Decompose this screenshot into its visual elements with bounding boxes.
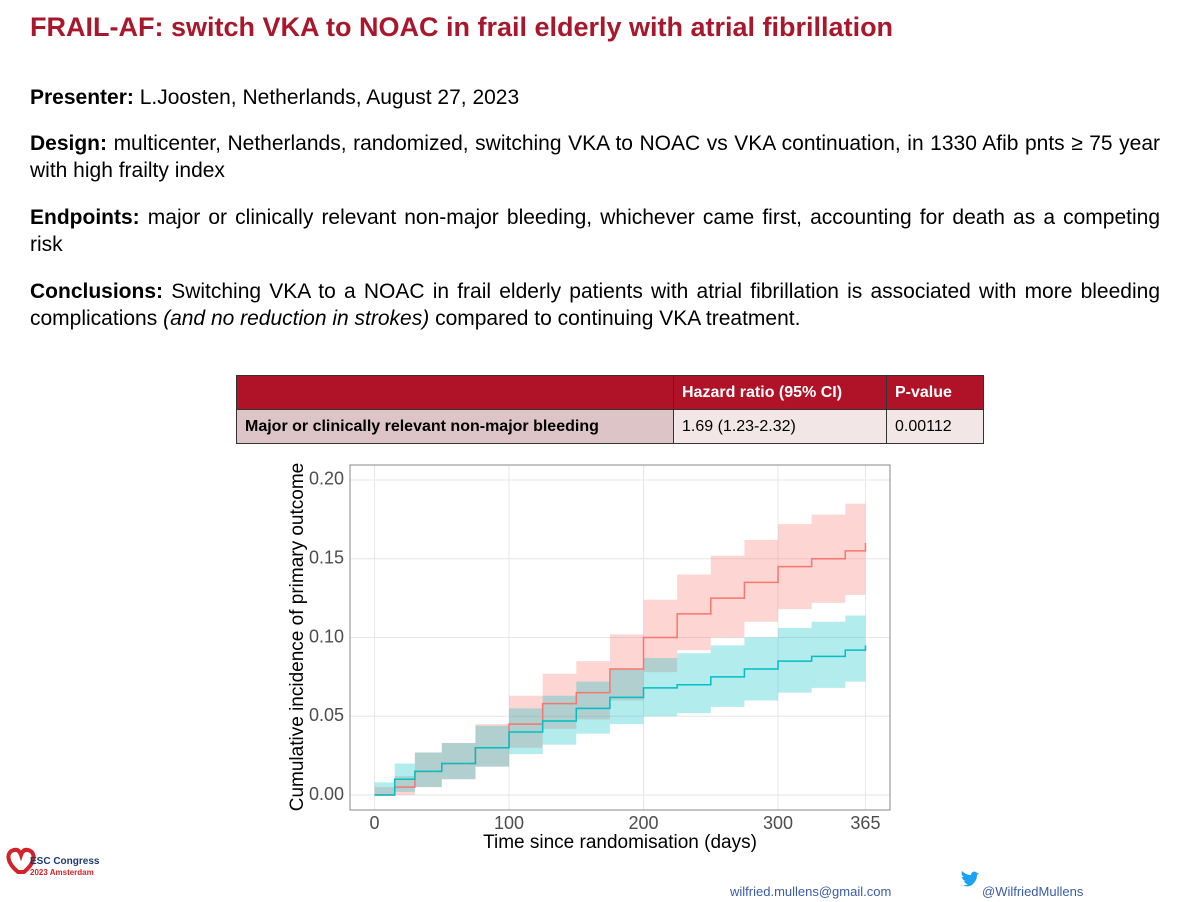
y-tick-label: 0.10 bbox=[309, 626, 344, 646]
esc-logo: ESC Congress 2023 Amsterdam bbox=[6, 847, 100, 877]
plot-panel bbox=[349, 464, 891, 811]
cell: Major or clinically relevant non-major b… bbox=[236, 409, 674, 444]
cell: 0.00112 bbox=[886, 409, 984, 444]
table-header: Hazard ratio (95% CI) P-value bbox=[236, 375, 984, 410]
twitter-handle: @WilfriedMullens bbox=[982, 884, 1084, 899]
text: compared to continuing VKA treatment. bbox=[435, 307, 801, 330]
x-axis-label: Time since randomisation (days) bbox=[483, 832, 757, 853]
step-line bbox=[374, 645, 867, 796]
text: multicenter, Netherlands, randomized, sw… bbox=[30, 132, 1160, 182]
conclusions: Conclusions: Switching VKA to a NOAC in … bbox=[30, 278, 1160, 332]
x-tick-label: 200 bbox=[629, 813, 659, 833]
header-cell: Hazard ratio (95% CI) bbox=[673, 375, 887, 410]
label: Presenter: bbox=[30, 86, 134, 109]
y-tick-label: 0.05 bbox=[309, 705, 344, 725]
italic-text: (and no reduction in strokes) bbox=[163, 307, 430, 330]
text: Switching VKA to a NOAC in frail elderly… bbox=[30, 280, 1160, 330]
results-table: Hazard ratio (95% CI) P-value Major or cl… bbox=[236, 375, 984, 444]
y-tick-label: 0.20 bbox=[309, 469, 344, 489]
x-tick-label: 300 bbox=[763, 813, 793, 833]
logo-text: 2023 Amsterdam bbox=[30, 868, 94, 877]
email: wilfried.mullens@gmail.com bbox=[730, 884, 892, 899]
x-tick-label: 100 bbox=[494, 813, 524, 833]
table-row: Major or clinically relevant non-major b… bbox=[236, 409, 984, 444]
twitter-icon bbox=[960, 871, 979, 887]
header-cell bbox=[236, 375, 674, 410]
x-tick-label: 0 bbox=[370, 813, 380, 833]
text: L.Joosten, Netherlands, August 27, 2023 bbox=[139, 86, 520, 109]
y-tick-label: 0.00 bbox=[309, 784, 344, 804]
y-axis-label: Cumulative incidence of primary outcome bbox=[287, 463, 308, 812]
design: Design: multicenter, Netherlands, random… bbox=[30, 130, 1160, 184]
slide-title: FRAIL-AF: switch VKA to NOAC in frail el… bbox=[30, 12, 894, 42]
label: Endpoints: bbox=[30, 206, 140, 229]
endpoints: Endpoints: major or clinically relevant … bbox=[30, 204, 1160, 258]
label: Design: bbox=[30, 132, 108, 155]
label: Conclusions: bbox=[30, 280, 164, 303]
y-tick-label: 0.15 bbox=[309, 547, 344, 567]
ci-band bbox=[374, 495, 866, 796]
x-tick-label: 365 bbox=[850, 813, 880, 833]
logo-heart bbox=[6, 847, 36, 874]
logo-text: ESC Congress bbox=[30, 856, 100, 867]
text: major or clinically relevant non-major b… bbox=[30, 206, 1160, 256]
presenter: Presenter: L.Joosten, Netherlands, Augus… bbox=[30, 84, 1160, 111]
cell: 1.69 (1.23-2.32) bbox=[673, 409, 887, 444]
